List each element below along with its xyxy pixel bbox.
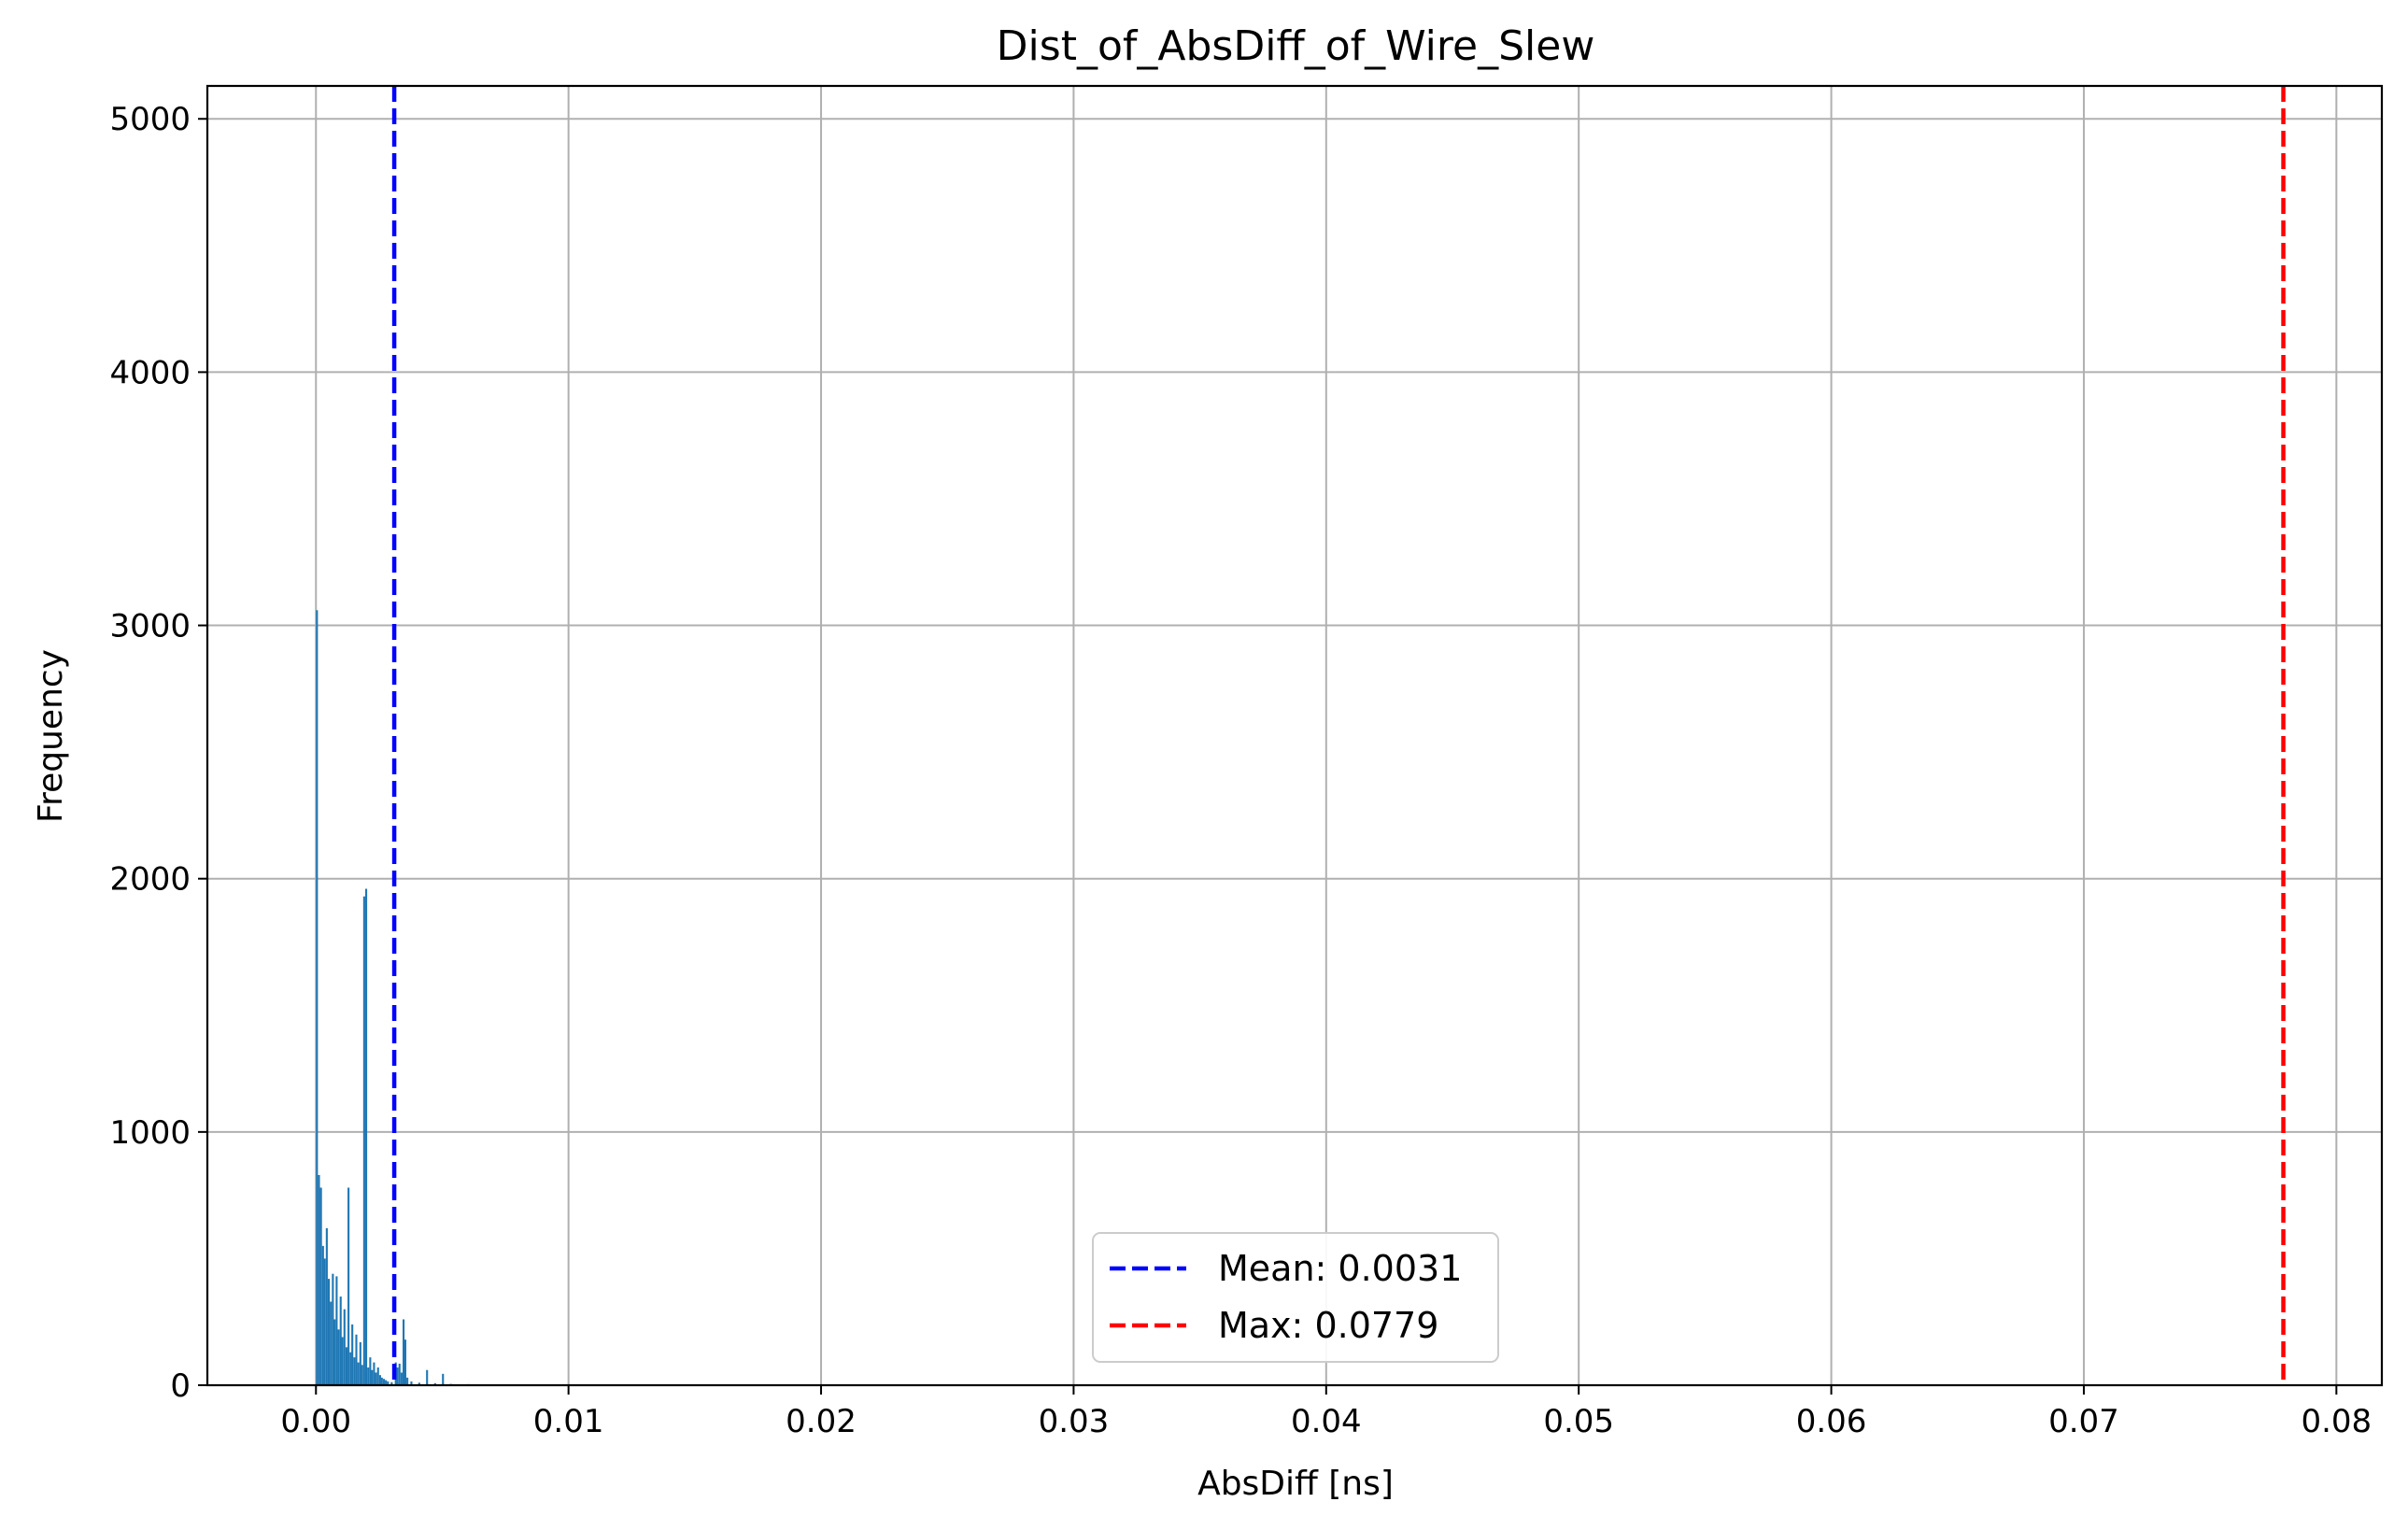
x-tick-label: 0.07 bbox=[2048, 1403, 2119, 1440]
histogram-bar bbox=[373, 1362, 375, 1385]
histogram-bar bbox=[380, 1377, 383, 1385]
x-tick-label: 0.08 bbox=[2301, 1403, 2372, 1440]
y-axis-title: Frequency bbox=[32, 649, 70, 823]
histogram-bar bbox=[357, 1362, 360, 1385]
legend-box bbox=[1092, 1232, 1499, 1363]
histogram-bar bbox=[403, 1319, 405, 1385]
legend-max-label: Max: 0.0779 bbox=[1218, 1305, 1438, 1346]
histogram-bar bbox=[341, 1337, 344, 1385]
histogram-bar bbox=[382, 1379, 386, 1385]
histogram-bar bbox=[343, 1309, 346, 1385]
reference-lines bbox=[391, 86, 2286, 1385]
histogram-bar bbox=[404, 1339, 407, 1385]
histogram-bar bbox=[330, 1301, 333, 1385]
histogram-bar bbox=[362, 896, 365, 1385]
y-tick-label: 5000 bbox=[109, 101, 191, 138]
histogram-bar bbox=[316, 610, 319, 1385]
chart-title: Dist_of_AbsDiff_of_Wire_Slew bbox=[997, 22, 1595, 70]
histogram-bar bbox=[364, 888, 368, 1385]
axis-ticks: 0.00 0.01 0.02 0.03 0.04 0.05 0.06 0.07 0.08 0 100… bbox=[109, 101, 2372, 1440]
x-axis-title: AbsDiff [ns] bbox=[1197, 1465, 1394, 1503]
plot-frame bbox=[205, 84, 2384, 1387]
legend: Mean: 0.0031 Max: 0.0779 bbox=[1092, 1232, 1499, 1363]
histogram-bar bbox=[406, 1377, 409, 1385]
histogram-bar bbox=[327, 1279, 331, 1385]
histogram-bar bbox=[337, 1329, 340, 1385]
x-tick-label: 0.05 bbox=[1543, 1403, 1614, 1440]
histogram-bar bbox=[321, 1245, 324, 1385]
histogram-bar bbox=[410, 1381, 413, 1385]
y-tick-label: 3000 bbox=[109, 608, 191, 645]
y-tick-label: 1000 bbox=[109, 1114, 191, 1152]
histogram-bar bbox=[371, 1369, 374, 1385]
histogram-bar bbox=[359, 1341, 361, 1385]
histogram-bar bbox=[400, 1372, 403, 1385]
histogram-bar bbox=[325, 1227, 328, 1385]
histogram-bar bbox=[349, 1352, 352, 1385]
y-tick-label: 4000 bbox=[109, 354, 191, 391]
histogram-bar bbox=[418, 1382, 420, 1385]
histogram-bar bbox=[318, 1174, 320, 1385]
x-tick-label: 0.01 bbox=[533, 1403, 604, 1440]
histogram-bar bbox=[369, 1357, 372, 1385]
histogram-bar bbox=[442, 1373, 445, 1385]
histogram-bar bbox=[339, 1296, 342, 1385]
histogram-bar bbox=[396, 1367, 399, 1385]
x-tick-label: 0.03 bbox=[1039, 1403, 1110, 1440]
y-tick-label: 2000 bbox=[109, 861, 191, 899]
histogram-bar bbox=[355, 1334, 358, 1385]
histogram-bar bbox=[345, 1347, 348, 1385]
histogram-bar bbox=[347, 1187, 350, 1385]
histogram-bar bbox=[353, 1357, 356, 1385]
histogram-bar bbox=[319, 1187, 322, 1385]
histogram-bar bbox=[333, 1319, 336, 1385]
histogram-bar bbox=[332, 1273, 334, 1385]
histogram-bars bbox=[316, 610, 2286, 1385]
histogram-bar bbox=[375, 1372, 377, 1385]
histogram-bar bbox=[378, 1375, 381, 1385]
histogram-bar bbox=[390, 1381, 393, 1385]
histogram-bar bbox=[376, 1367, 379, 1385]
histogram-bar bbox=[387, 1381, 390, 1385]
histogram-bar bbox=[426, 1369, 429, 1385]
histogram-bar bbox=[351, 1324, 354, 1385]
histogram-bar bbox=[361, 1365, 363, 1385]
histogram-bar bbox=[367, 1367, 370, 1385]
y-tick-label: 0 bbox=[170, 1367, 191, 1405]
x-tick-label: 0.00 bbox=[280, 1403, 351, 1440]
legend-mean-label: Mean: 0.0031 bbox=[1218, 1248, 1462, 1289]
histogram-bar bbox=[385, 1380, 388, 1385]
x-tick-label: 0.06 bbox=[1796, 1403, 1867, 1440]
histogram-bar bbox=[323, 1258, 326, 1385]
x-tick-label: 0.02 bbox=[786, 1403, 857, 1440]
x-tick-label: 0.04 bbox=[1291, 1403, 1362, 1440]
histogram-bar bbox=[335, 1276, 338, 1385]
histogram-bar bbox=[398, 1363, 401, 1385]
